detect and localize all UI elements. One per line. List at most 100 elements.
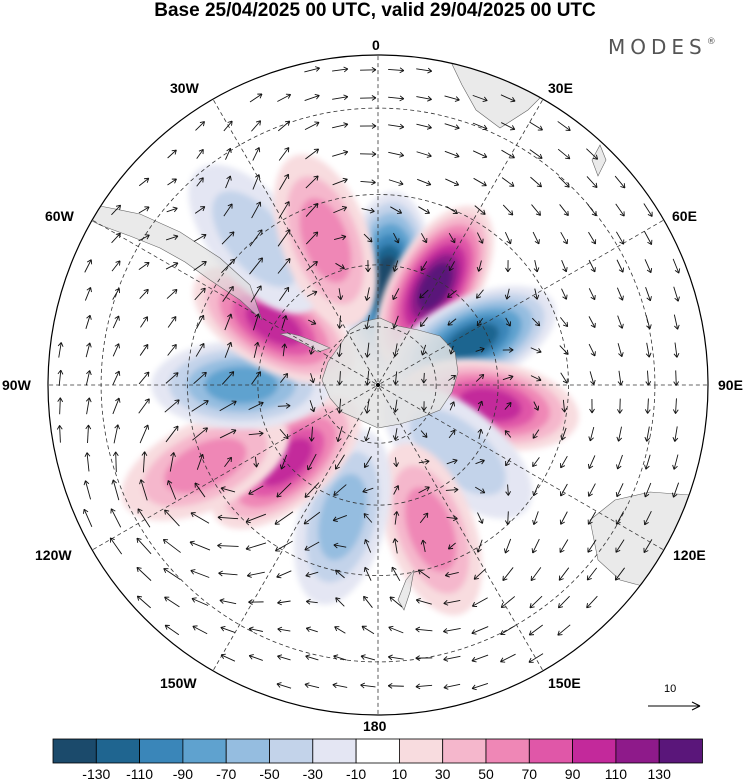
wind-arrow [277,120,291,132]
colorbar-tick-label: -110 [126,766,154,782]
wind-arrow [557,121,571,132]
wind-arrow [530,375,542,382]
wind-arrow [364,314,371,330]
wind-arrow [336,398,343,414]
colorbar-tick-label: 30 [434,766,451,782]
wind-arrow [393,485,400,495]
wind-arrow [588,231,597,245]
wind-arrow [248,654,263,661]
wind-arrow [305,202,319,217]
wind-arrow [561,288,568,300]
wind-arrow [304,541,320,551]
wind-arrow [304,482,320,498]
wind-arrow [111,204,122,216]
wind-arrow [477,428,484,440]
colorbar-bin [139,738,184,764]
wind-arrow [57,342,64,358]
colorbar-bin [528,738,573,764]
wind-arrow [531,204,541,216]
colorbar-bin [658,738,703,764]
wind-arrow [533,260,540,273]
wind-arrow [275,540,293,552]
wind-arrow [391,566,401,582]
wind-arrow [617,343,624,358]
wind-arrow [392,399,399,413]
wind-arrow [138,261,150,270]
wind-arrow [332,177,348,186]
wind-arrow [615,511,624,525]
wind-arrow [192,625,208,635]
wind-arrow [111,260,121,272]
colorbar-tick-label: 50 [478,766,494,782]
lon-label-120e: 120E [673,547,706,563]
colorbar-tick-label: 10 [391,766,408,782]
wind-arrow [415,655,433,661]
wind-arrow [388,67,405,74]
wind-arrow [309,373,316,384]
wind-arrow [219,598,237,605]
wind-arrow [83,480,92,500]
wind-arrow [645,342,652,358]
wind-arrow [560,427,567,441]
wind-arrow [416,123,432,130]
wind-arrow [672,426,679,442]
wind-arrow [532,457,540,468]
wind-arrow [418,458,430,465]
wind-arrow [305,626,318,633]
wind-arrow [588,288,596,301]
meridian-line [92,386,376,551]
wind-arrow [281,343,288,357]
wind-arrow [559,204,569,217]
wind-arrow [165,234,179,241]
wind-arrow [616,426,623,442]
wind-arrow [279,428,289,440]
wind-arrow [473,568,487,580]
wind-arrow [249,93,263,103]
wind-arrow [248,430,264,437]
wind-arrow [219,429,237,439]
wind-arrow [334,234,347,241]
wind-arrow [195,121,205,131]
wind-arrow [504,511,511,525]
wind-arrow [502,567,514,581]
colorbar-bin [312,738,357,764]
meridian-line [380,219,664,384]
wind-arrow [416,67,433,74]
wind-arrow [615,231,625,245]
wind-arrow [447,542,456,550]
wind-arrow [196,148,204,159]
wind-arrow [193,371,207,384]
wind-arrow [420,344,427,356]
wind-arrow [393,457,399,467]
wind-arrow [448,429,456,439]
wind-arrow [557,595,570,609]
wind-arrow [279,173,290,190]
wind-arrow [164,509,180,527]
wind-arrow [248,401,264,411]
wind-arrow [217,514,239,521]
wind-arrow [616,454,623,470]
lon-label-30w: 30W [170,80,199,96]
wind-arrow [418,206,430,214]
lon-label-90e: 90E [718,377,743,393]
wind-arrow [305,175,319,189]
wind-arrow [359,123,377,129]
wind-arrow [307,319,317,325]
wind-arrow [392,260,399,272]
wind-arrow [136,537,152,555]
wind-arrow [195,343,205,357]
wind-arrow [224,341,233,358]
wind-arrow [532,429,540,439]
colorbar [52,738,703,764]
wind-arrow [505,317,511,327]
wind-arrow [560,372,568,384]
wind-arrow [113,424,120,444]
south-pole-marker [376,383,380,387]
lon-label-60w: 60W [45,208,74,224]
wind-arrow [500,122,516,131]
wind-arrow [587,455,596,469]
wind-arrow [475,486,486,494]
wind-arrow [617,370,624,386]
antarctic-peninsula [279,332,331,353]
wind-arrow [416,178,432,187]
